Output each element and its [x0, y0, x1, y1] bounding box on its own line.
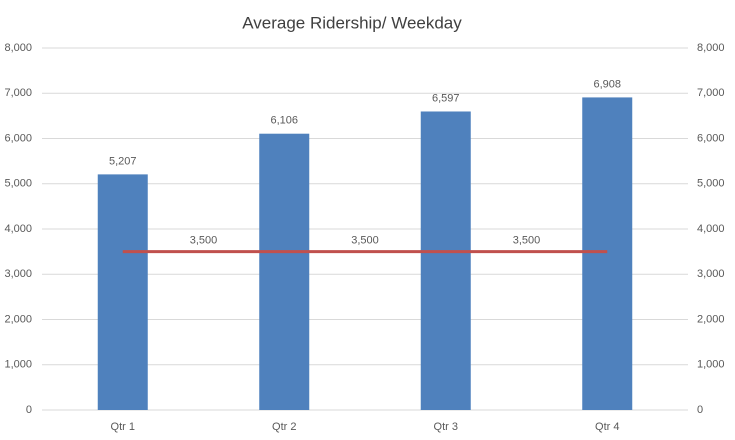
y-tick-label: 8,000 — [4, 42, 32, 54]
y2-tick-label: 4,000 — [697, 223, 725, 235]
bar — [420, 111, 471, 410]
y-tick-label: 6,000 — [4, 132, 32, 144]
y-tick-label: 0 — [26, 404, 32, 416]
y2-tick-label: 3,000 — [697, 268, 725, 280]
y2-tick-label: 7,000 — [697, 87, 725, 99]
x-tick-label: Qtr 2 — [272, 421, 296, 433]
y-tick-label: 4,000 — [4, 223, 32, 235]
y2-tick-label: 1,000 — [697, 359, 725, 371]
y-tick-label: 3,000 — [4, 268, 32, 280]
data-label: 3,500 — [190, 235, 218, 247]
data-label: 6,106 — [270, 115, 298, 127]
x-tick-label: Qtr 1 — [111, 421, 135, 433]
data-label: 6,908 — [593, 78, 621, 90]
y-tick-label: 7,000 — [4, 87, 32, 99]
chart-title: Average Ridership/ Weekday — [242, 13, 462, 32]
y2-tick-label: 6,000 — [697, 132, 725, 144]
y-tick-label: 1,000 — [4, 359, 32, 371]
y-tick-label: 2,000 — [4, 313, 32, 325]
bar — [259, 133, 310, 411]
data-label: 6,597 — [432, 92, 460, 104]
bar — [97, 174, 148, 410]
data-label: 5,207 — [109, 155, 137, 167]
y2-tick-label: 5,000 — [697, 178, 725, 190]
bar — [582, 97, 633, 411]
y2-tick-label: 8,000 — [697, 42, 725, 54]
data-label: 3,500 — [513, 235, 541, 247]
x-tick-label: Qtr 4 — [595, 421, 619, 433]
y-tick-label: 5,000 — [4, 178, 32, 190]
x-tick-label: Qtr 3 — [434, 421, 458, 433]
y2-tick-label: 2,000 — [697, 313, 725, 325]
data-label: 3,500 — [351, 235, 379, 247]
y2-tick-label: 0 — [697, 404, 703, 416]
